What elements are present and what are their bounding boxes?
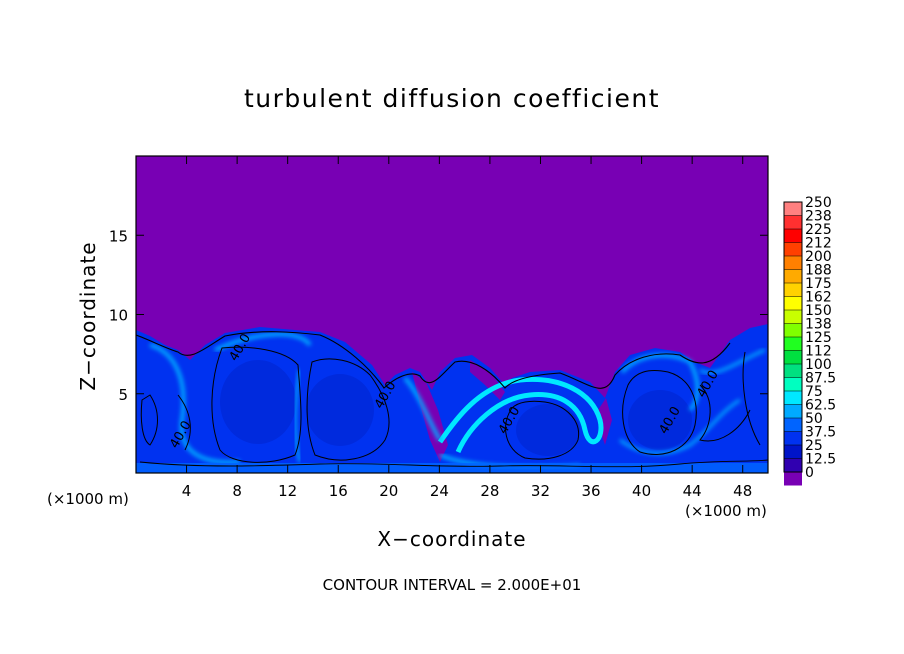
colorbar-swatch [784, 256, 802, 270]
colorbar-label: 175 [805, 276, 832, 292]
x-axis-ticks: 4 8 12 16 20 24 28 32 36 40 44 48 [182, 156, 752, 500]
x-tick-label: 4 [182, 482, 192, 500]
colorbar-swatch [784, 229, 802, 243]
colorbar-swatch [784, 215, 802, 229]
surface-layer [136, 463, 768, 473]
colorbar-label: 162 [805, 290, 832, 306]
colorbar-label: 100 [805, 357, 832, 373]
chart-title: turbulent diffusion coefficient [243, 84, 661, 113]
x-tick-label: 24 [430, 482, 449, 500]
x-unit-label-left: (×1000 m) [47, 490, 129, 508]
y-tick-label: 15 [109, 227, 128, 245]
colorbar-swatch [784, 242, 802, 256]
colorbar-swatch [784, 323, 802, 337]
x-tick-label: 8 [232, 482, 242, 500]
colorbar-label: 250 [805, 195, 832, 211]
high-diffusion-band [620, 353, 700, 412]
x-tick-label: 44 [683, 482, 702, 500]
eddy-core [306, 374, 374, 446]
colorbar-swatch [784, 472, 802, 486]
colorbar-label: 25 [805, 438, 823, 454]
contour-line [136, 331, 731, 389]
stable-intrusion [470, 360, 505, 400]
contour-line [699, 384, 751, 442]
colorbar: 2502382252122001881751621501381251121008… [783, 195, 836, 486]
contour-line [177, 394, 191, 451]
x-tick-label: 28 [480, 482, 499, 500]
colorbar-label: 0 [805, 465, 814, 481]
x-tick-label: 48 [733, 482, 752, 500]
y-tick-label: 5 [118, 386, 128, 404]
high-diffusion-band [699, 348, 766, 375]
colorbar-swatch [784, 418, 802, 432]
colorbar-label: 138 [805, 317, 832, 333]
colorbar-label: 150 [805, 303, 832, 319]
y-axis-ticks: 5 10 15 [109, 227, 768, 404]
colorbar-label: 112 [805, 344, 832, 360]
colorbar-swatch [784, 310, 802, 324]
high-diffusion-band [403, 376, 442, 442]
contour-line [140, 394, 158, 446]
colorbar-label: 188 [805, 263, 832, 279]
x-tick-label: 20 [379, 482, 398, 500]
colorbar-swatch [784, 269, 802, 283]
colorbar-swatch [784, 283, 802, 297]
colorbar-label: 50 [805, 411, 823, 427]
contour-line [622, 370, 697, 455]
colorbar-swatch [784, 202, 802, 216]
colorbar-label: 12.5 [805, 452, 836, 468]
high-diffusion-band [619, 398, 741, 455]
colorbar-swatch [784, 296, 802, 310]
colorbar-label: 212 [805, 236, 832, 252]
eddy-core [628, 390, 692, 450]
colorbar-label: 37.5 [805, 425, 836, 441]
colorbar-swatch [784, 337, 802, 351]
colorbar-label: 75 [805, 384, 823, 400]
eddy-core [516, 404, 580, 456]
colorbar-swatch [784, 445, 802, 459]
colorbar-swatch [784, 377, 802, 391]
colorbar-swatch [784, 391, 802, 405]
x-tick-label: 16 [329, 482, 348, 500]
contour-line [211, 346, 302, 463]
high-diffusion-band [149, 343, 241, 465]
colorbar-swatch [784, 364, 802, 378]
colorbar-swatch [784, 350, 802, 364]
colorbar-swatch [784, 458, 802, 472]
contour-line [306, 358, 390, 461]
x-unit-label-right: (×1000 m) [685, 502, 767, 520]
high-diffusion-band [214, 332, 312, 352]
colorbar-label: 238 [805, 209, 832, 225]
colorbar-label: 62.5 [805, 398, 836, 414]
colorbar-label: 87.5 [805, 371, 836, 387]
colorbar-label: 200 [805, 249, 832, 265]
contour-line [742, 351, 761, 446]
colorbar-label: 225 [805, 222, 832, 238]
x-tick-label: 36 [581, 482, 600, 500]
colorbar-swatch [784, 431, 802, 445]
colorbar-label: 125 [805, 330, 832, 346]
x-tick-label: 12 [278, 482, 297, 500]
colorbar-swatch [784, 404, 802, 418]
contour-line [505, 400, 580, 460]
contour-line [139, 459, 768, 468]
x-tick-label: 40 [632, 482, 651, 500]
x-tick-label: 32 [531, 482, 550, 500]
y-tick-label: 10 [109, 307, 128, 325]
contour-interval-note: CONTOUR INTERVAL = 2.000E+01 [322, 576, 582, 594]
x-axis-label: X−coordinate [377, 527, 527, 551]
eddy-core [220, 360, 296, 444]
high-diffusion-band [437, 376, 604, 454]
